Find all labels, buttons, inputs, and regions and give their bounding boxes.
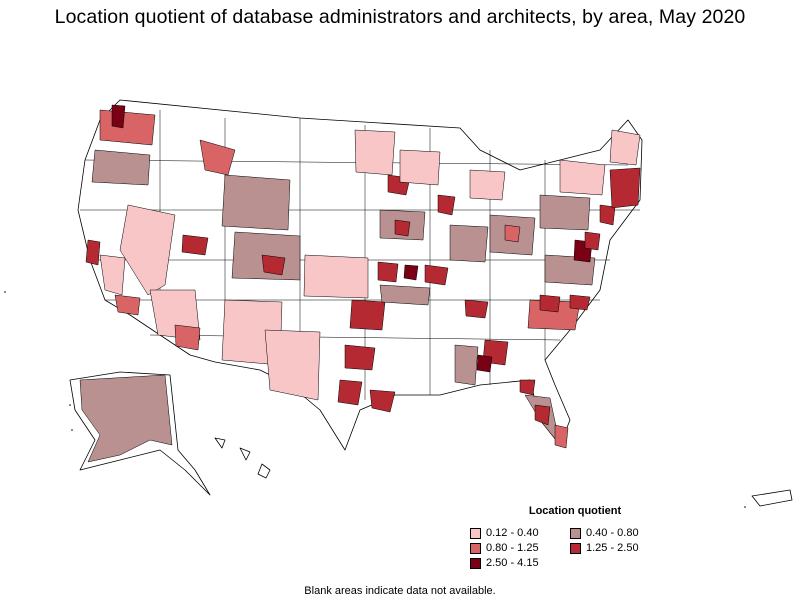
region-des-moines <box>394 219 411 237</box>
region-maine <box>609 129 641 166</box>
region-kansas <box>303 254 369 299</box>
region-columbus <box>504 224 521 243</box>
region-atlanta-core <box>476 354 493 373</box>
legend-title: Location quotient <box>528 505 622 517</box>
island-dot <box>69 404 71 406</box>
region-jacksonville <box>519 379 536 396</box>
legend: Location quotient 0.12 - 0.40 0.40 - 0.8… <box>470 505 660 569</box>
region-seattle <box>111 104 126 129</box>
legend-swatch <box>470 527 481 539</box>
legend-label: 0.12 - 0.40 <box>486 527 539 539</box>
legend-item: 1.25 - 2.50 <box>570 542 660 554</box>
hawaii-island <box>257 463 271 479</box>
island-dot <box>71 429 73 431</box>
region-michigan <box>469 169 506 201</box>
region-nashville <box>464 299 489 319</box>
legend-label: 0.80 - 1.25 <box>486 542 539 554</box>
region-baltimore <box>584 231 601 251</box>
legend-label: 0.40 - 0.80 <box>586 527 639 539</box>
region-charlotte <box>539 294 561 313</box>
region-dallas <box>344 344 376 371</box>
region-oregon <box>91 149 151 186</box>
region-la-sd <box>114 294 141 316</box>
puerto-rico-outline <box>751 489 793 507</box>
region-tucson <box>174 324 201 351</box>
boundary-line <box>149 334 561 341</box>
region-houston <box>369 389 396 413</box>
region-kansas-city <box>377 261 399 283</box>
region-denver <box>261 254 286 276</box>
region-california-central <box>99 254 126 296</box>
legend-item: 0.80 - 1.25 <box>470 542 570 554</box>
legend-grid: 0.12 - 0.40 0.40 - 0.80 0.80 - 1.25 1.25… <box>470 527 660 569</box>
legend-swatch <box>470 557 481 569</box>
island-dot <box>4 291 6 293</box>
region-louisville <box>424 264 449 286</box>
region-missouri <box>379 284 431 306</box>
region-washington <box>99 109 156 146</box>
legend-label: 2.50 - 4.15 <box>486 557 539 569</box>
region-new-england <box>609 167 641 209</box>
region-raleigh <box>569 294 591 311</box>
hawaii-island <box>214 437 226 449</box>
legend-swatch <box>570 542 581 554</box>
region-sf-bay <box>85 239 101 266</box>
region-minnesota <box>354 129 396 176</box>
region-wyoming <box>221 174 291 231</box>
legend-item: 0.40 - 0.80 <box>570 527 660 539</box>
region-indiana <box>449 224 489 263</box>
legend-label: 1.25 - 2.50 <box>586 542 639 554</box>
region-west-texas <box>264 329 321 401</box>
legend-swatch <box>570 527 581 539</box>
region-chicago <box>437 194 456 216</box>
region-miami <box>554 424 569 449</box>
hawaii-island <box>239 447 251 461</box>
region-st-louis <box>403 264 419 281</box>
region-alaska <box>79 374 173 463</box>
data-availability-note: Blank areas indicate data not available. <box>304 585 496 597</box>
region-tampa <box>534 404 551 426</box>
legend-swatch <box>470 542 481 554</box>
island-dot <box>744 506 746 508</box>
region-salt-lake <box>181 234 209 256</box>
region-wisconsin <box>399 149 441 186</box>
legend-item: 2.50 - 4.15 <box>470 557 570 569</box>
region-oklahoma <box>349 299 386 331</box>
region-idaho-central <box>199 139 236 176</box>
legend-item: 0.12 - 0.40 <box>470 527 570 539</box>
region-nyc <box>599 204 616 226</box>
region-austin <box>337 379 363 406</box>
region-alabama <box>454 344 479 386</box>
region-pennsylvania <box>539 194 591 231</box>
map-title: Location quotient of database administra… <box>54 6 746 28</box>
region-new-york-state <box>559 159 606 196</box>
